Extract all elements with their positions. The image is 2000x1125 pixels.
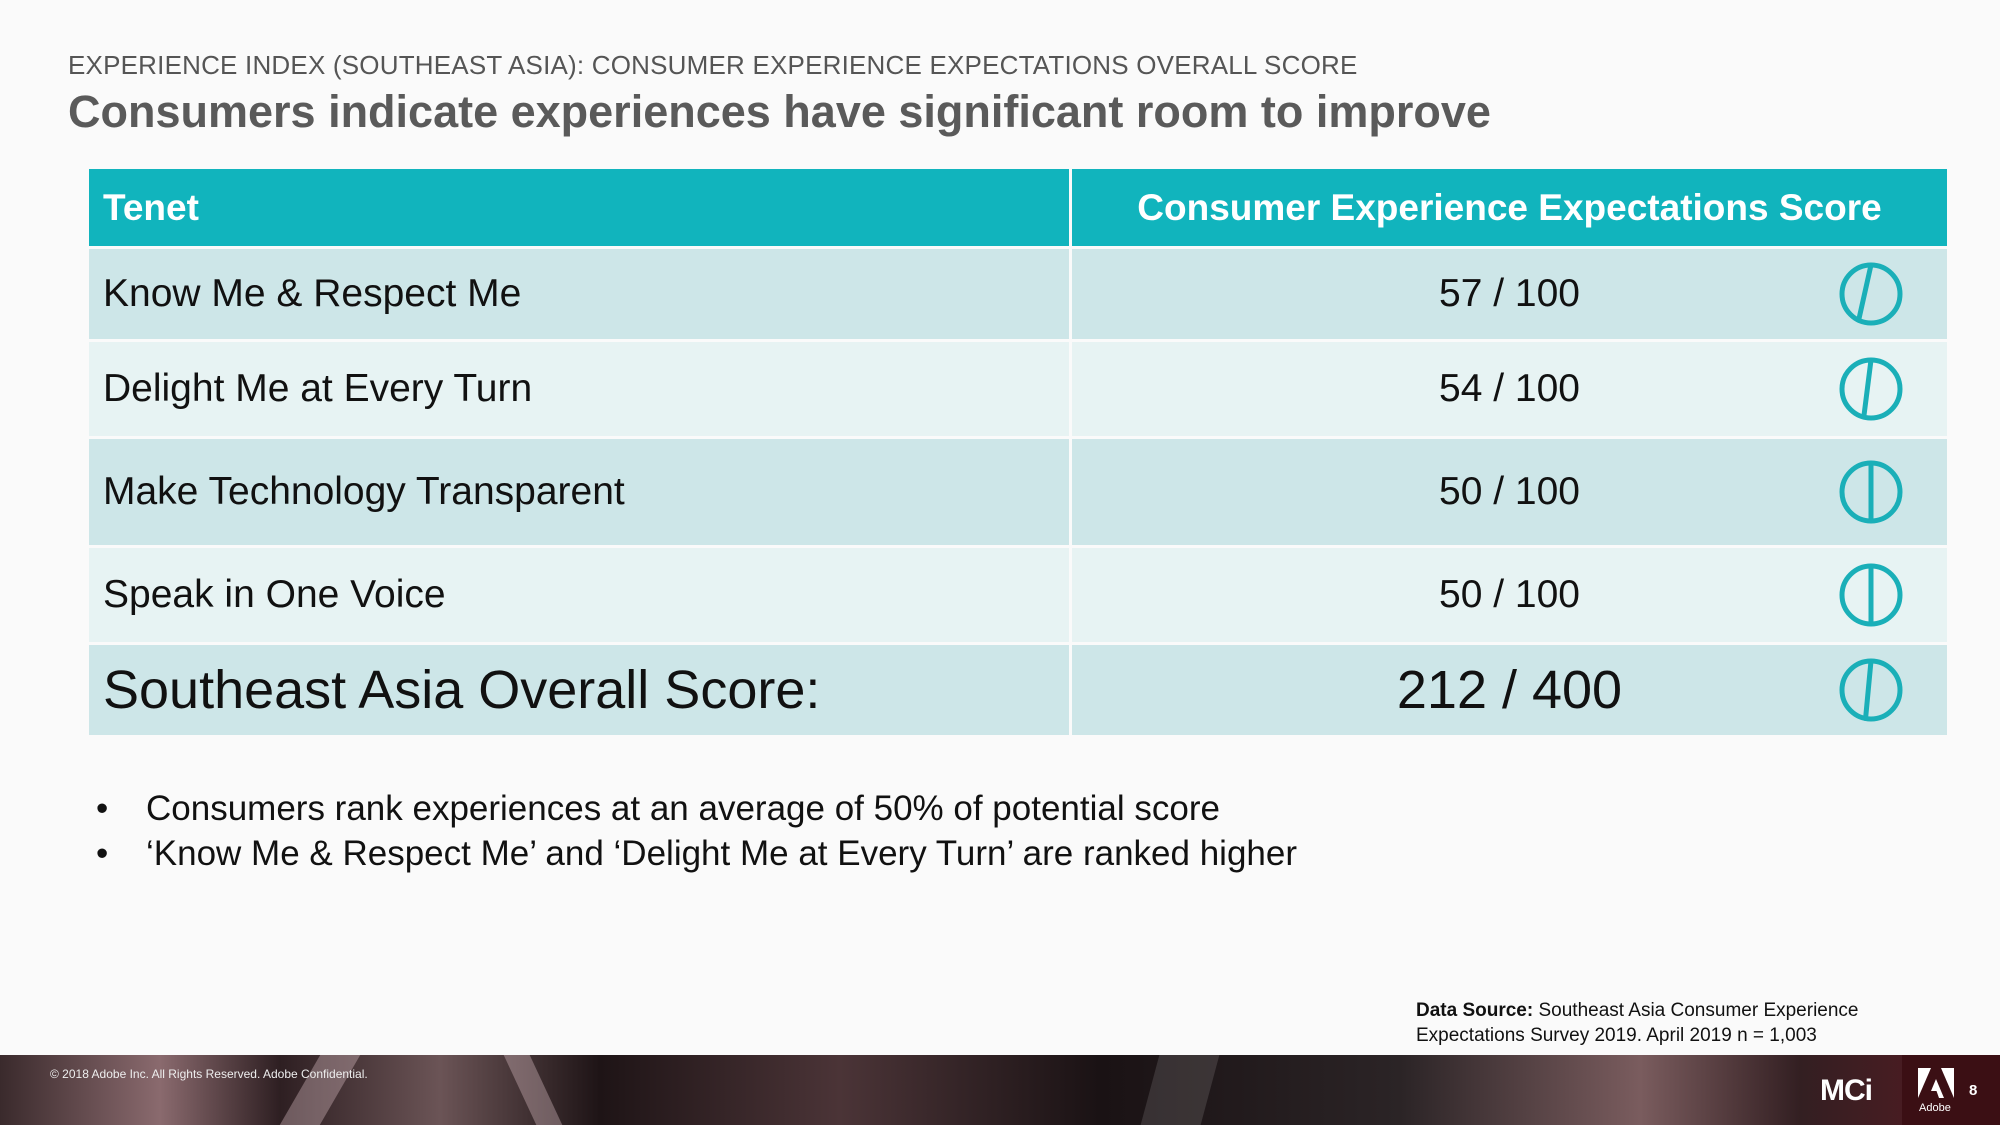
header-tenet: Tenet [89, 169, 1069, 246]
adobe-wordmark: Adobe [1919, 1102, 1951, 1114]
header-score: Consumer Experience Expectations Score [1072, 169, 1947, 246]
table-header-row: Tenet Consumer Experience Expectations S… [89, 169, 1947, 246]
page-number: 8 [1969, 1082, 1978, 1099]
score-cell: 50 / 100 [1072, 548, 1947, 642]
overall-label: Southeast Asia Overall Score: [89, 645, 1069, 735]
gauge-score-marker [1861, 357, 1874, 420]
tenet-cell: Delight Me at Every Turn [89, 342, 1069, 436]
decorative-streak [279, 1055, 361, 1125]
list-item-text: Consumers rank experiences at an average… [146, 789, 1220, 828]
mci-logo: MCi [1820, 1074, 1873, 1107]
score-value: 57 / 100 [1439, 272, 1580, 315]
adobe-logo-icon [1918, 1068, 1954, 1098]
data-source-text: Southeast Asia Consumer Experience Expec… [1416, 1000, 1859, 1046]
decorative-streak [1140, 1055, 1220, 1125]
overall-score-value: 212 / 400 [1396, 660, 1623, 720]
list-item: • Consumers rank experiences at an averag… [96, 786, 1297, 831]
score-value: 50 / 100 [1439, 470, 1580, 513]
data-source-label: Data Source: [1416, 1000, 1534, 1021]
slide-headline: Consumers indicate experiences have sign… [68, 86, 1491, 137]
tenet-cell: Speak in One Voice [89, 548, 1069, 642]
list-item-text: ‘Know Me & Respect Me’ and ‘Delight Me a… [146, 834, 1298, 873]
table-row: Make Technology Transparent 50 / 100 [89, 439, 1947, 545]
score-cell: 57 / 100 [1072, 249, 1947, 339]
gauge-score-marker [1856, 262, 1874, 323]
harvey-ball-gauge-icon [1839, 262, 1903, 326]
score-cell: 50 / 100 [1072, 439, 1947, 545]
harvey-ball-gauge-icon [1839, 460, 1903, 524]
decorative-streak [503, 1055, 563, 1125]
data-source-note: Data Source: Southeast Asia Consumer Exp… [1416, 998, 1876, 1048]
score-value: 54 / 100 [1439, 367, 1580, 410]
bullet-icon: • [96, 789, 109, 828]
gauge-score-marker [1863, 658, 1874, 721]
table-row: Know Me & Respect Me 57 / 100 [89, 249, 1947, 339]
list-item: • ‘Know Me & Respect Me’ and ‘Delight Me … [96, 831, 1297, 876]
harvey-ball-gauge-icon [1839, 563, 1903, 627]
score-table: Tenet Consumer Experience Expectations S… [86, 166, 1950, 738]
slide-eyebrow: EXPERIENCE INDEX (SOUTHEAST ASIA): CONSU… [68, 50, 1358, 80]
overall-score-cell: 212 / 400 [1072, 645, 1947, 735]
score-value: 50 / 100 [1439, 573, 1580, 616]
bullet-icon: • [96, 834, 109, 873]
harvey-ball-gauge-icon [1839, 357, 1903, 421]
tenet-cell: Make Technology Transparent [89, 439, 1069, 545]
score-cell: 54 / 100 [1072, 342, 1947, 436]
key-findings-list: • Consumers rank experiences at an averag… [96, 786, 1297, 876]
harvey-ball-gauge-icon [1839, 658, 1903, 722]
table-row: Delight Me at Every Turn 54 / 100 [89, 342, 1947, 436]
overall-score-row: Southeast Asia Overall Score: 212 / 400 [89, 645, 1947, 735]
footer-image-band [0, 1055, 2000, 1125]
tenet-cell: Know Me & Respect Me [89, 249, 1069, 339]
copyright-text: © 2018 Adobe Inc. All Rights Reserved. A… [50, 1067, 368, 1081]
table-row: Speak in One Voice 50 / 100 [89, 548, 1947, 642]
